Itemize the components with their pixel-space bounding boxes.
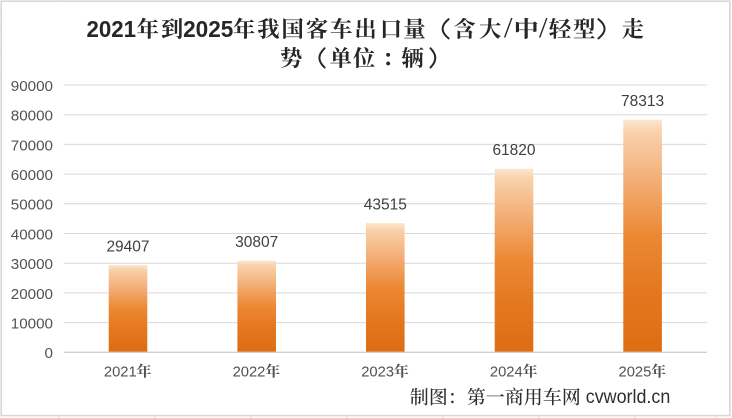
svg-text:2023: 2023 xyxy=(361,364,394,381)
svg-text:78313: 78313 xyxy=(621,93,664,110)
svg-text:30000: 30000 xyxy=(11,256,53,273)
svg-text:60000: 60000 xyxy=(11,167,53,184)
svg-text:30807: 30807 xyxy=(235,234,278,251)
svg-text:2022: 2022 xyxy=(233,364,266,381)
svg-text:43515: 43515 xyxy=(364,197,407,214)
svg-text:50000: 50000 xyxy=(11,197,53,214)
svg-text:2021: 2021 xyxy=(104,364,137,381)
svg-text:70000: 70000 xyxy=(11,137,53,154)
svg-text:2025: 2025 xyxy=(619,364,652,381)
svg-text:2025: 2025 xyxy=(183,16,233,42)
svg-text:cvworld.cn: cvworld.cn xyxy=(586,387,671,408)
svg-text:10000: 10000 xyxy=(11,316,53,333)
svg-text:0: 0 xyxy=(45,345,53,362)
svg-text:90000: 90000 xyxy=(11,78,53,95)
svg-text:20000: 20000 xyxy=(11,286,53,303)
svg-text:2024: 2024 xyxy=(490,364,523,381)
svg-text:61820: 61820 xyxy=(492,142,535,159)
svg-text:2021: 2021 xyxy=(87,16,137,42)
svg-text:40000: 40000 xyxy=(11,226,53,243)
svg-text:80000: 80000 xyxy=(11,108,53,125)
svg-text:29407: 29407 xyxy=(106,238,149,255)
